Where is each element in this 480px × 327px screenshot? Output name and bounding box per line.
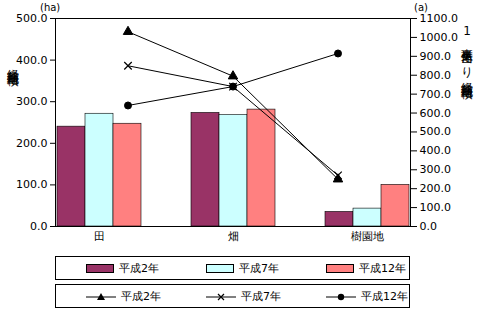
svg-text:600.0: 600.0 bbox=[420, 107, 452, 120]
html-text:平成12年: 平成12年 bbox=[361, 290, 408, 303]
html-text:平成12年: 平成12年 bbox=[359, 262, 406, 275]
svg-text:100.0: 100.0 bbox=[16, 178, 48, 191]
svg-text:0.0: 0.0 bbox=[420, 220, 438, 233]
svg-text:1100.0: 1100.0 bbox=[420, 12, 459, 25]
svg-text:700.0: 700.0 bbox=[420, 88, 452, 101]
html-text:(ha): (ha) bbox=[40, 2, 61, 13]
html-text:(a): (a) bbox=[414, 2, 428, 13]
svg-text:300.0: 300.0 bbox=[16, 95, 48, 108]
svg-text:800.0: 800.0 bbox=[420, 69, 452, 82]
html-text:平成7年: 平成7年 bbox=[241, 290, 281, 303]
svg-text:400.0: 400.0 bbox=[420, 144, 452, 157]
svg-text:畑: 畑 bbox=[228, 230, 239, 243]
svg-text:300.0: 300.0 bbox=[420, 163, 452, 176]
svg-text:1000.0: 1000.0 bbox=[420, 31, 459, 44]
html-text:平成7年: 平成7年 bbox=[239, 262, 279, 275]
svg-text:0.0: 0.0 bbox=[30, 220, 48, 233]
svg-text:樹園地: 樹園地 bbox=[351, 230, 384, 243]
svg-text:100.0: 100.0 bbox=[420, 201, 452, 214]
svg-text:200.0: 200.0 bbox=[420, 182, 452, 195]
html-text:経営耕地面積: 経営耕地面積 bbox=[6, 60, 20, 66]
svg-text:500.0: 500.0 bbox=[420, 125, 452, 138]
html-text:平成2年: 平成2年 bbox=[119, 262, 159, 275]
html-text:1事業体当たり経営耕地面積: 1事業体当たり経営耕地面積 bbox=[460, 24, 474, 79]
html-text:平成2年: 平成2年 bbox=[121, 290, 161, 303]
svg-text:200.0: 200.0 bbox=[16, 137, 48, 150]
svg-text:400.0: 400.0 bbox=[16, 54, 48, 67]
svg-text:900.0: 900.0 bbox=[420, 50, 452, 63]
svg-text:田: 田 bbox=[94, 230, 105, 243]
svg-text:500.0: 500.0 bbox=[16, 12, 48, 25]
